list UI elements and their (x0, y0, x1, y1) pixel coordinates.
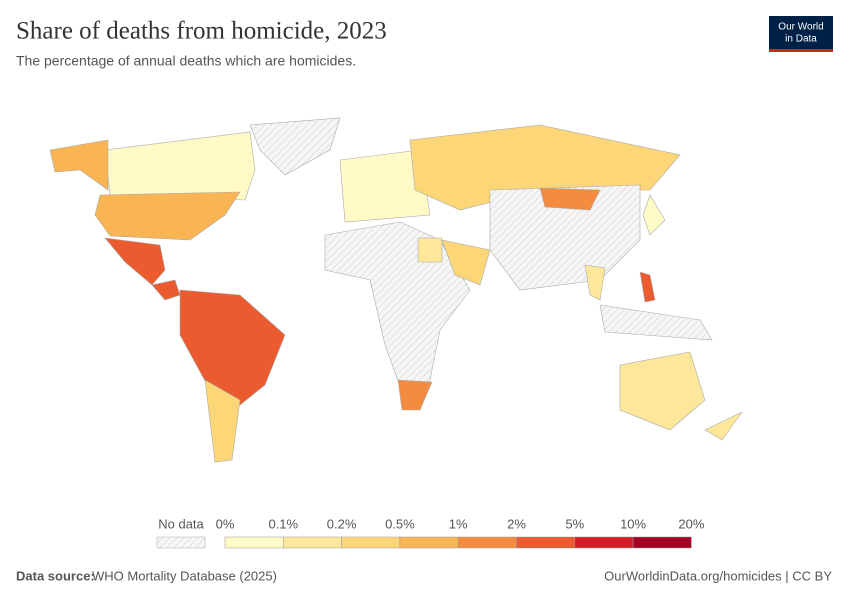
legend-swatch (574, 536, 634, 549)
logo-text: Our World (778, 22, 823, 33)
source-label: Data source: (16, 568, 95, 583)
australia (619, 351, 706, 431)
logo (769, 16, 833, 52)
legend-no-data-swatch (156, 536, 206, 549)
link: OurWorldinData.org/homicides | CC BY (604, 568, 832, 583)
south-africa (397, 379, 433, 411)
legend-swatch (399, 536, 459, 549)
legend-label: 0% (216, 516, 235, 531)
legend-swatch (341, 536, 401, 549)
legend-label: 10% (620, 516, 646, 531)
legend-label: 2% (507, 516, 526, 531)
saudi-arabia (441, 239, 491, 286)
mexico (104, 237, 166, 286)
legend-swatch (224, 536, 284, 549)
legend-label: 20% (678, 516, 704, 531)
legend-no-data-label: No data (158, 516, 204, 531)
legend-label: 0.5% (385, 516, 415, 531)
egypt (417, 237, 443, 263)
legend-label: 0.2% (327, 516, 357, 531)
legend-label: 0.1% (268, 516, 298, 531)
legend-label: 1% (449, 516, 468, 531)
greenland (249, 117, 341, 176)
southern-cone (204, 379, 241, 463)
europe (339, 149, 431, 223)
legend-swatch (457, 536, 517, 549)
thailand (584, 264, 606, 301)
logo-text: in Data (785, 34, 817, 45)
title: Share of deaths from homicide, 2023 (16, 18, 387, 45)
usa (94, 191, 241, 241)
southeast-asia (599, 304, 713, 341)
alaska (49, 139, 109, 191)
central-america (151, 279, 181, 301)
philippines (639, 271, 656, 303)
map (49, 117, 743, 463)
mongolia (539, 187, 601, 211)
south-america-north (179, 289, 286, 406)
logo-bar (769, 49, 833, 52)
legend-label: 5% (565, 516, 584, 531)
japan (642, 194, 666, 236)
africa (324, 221, 471, 401)
source: WHO Mortality Database (2025) (92, 568, 277, 583)
canada (104, 131, 256, 201)
new-zealand (704, 411, 743, 441)
subtitle: The percentage of annual deaths which ar… (16, 53, 356, 69)
legend-swatch (632, 536, 692, 549)
legend-swatch (516, 536, 576, 549)
legend: No data 0% 0.1% 0.2% 0.5% 1% 2% 5% 10% 20% (156, 516, 705, 549)
legend-swatch (283, 536, 342, 549)
